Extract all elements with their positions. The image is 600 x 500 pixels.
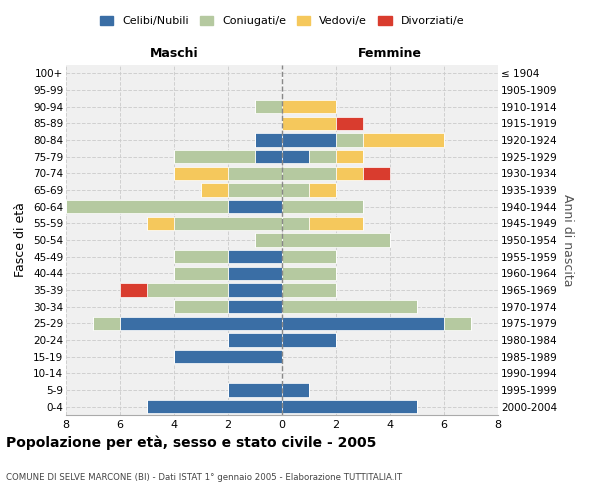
- Bar: [309, 150, 336, 164]
- Text: COMUNE DI SELVE MARCONE (BI) - Dati ISTAT 1° gennaio 2005 - Elaborazione TUTTITA: COMUNE DI SELVE MARCONE (BI) - Dati ISTA…: [6, 472, 402, 482]
- Bar: [336, 166, 363, 180]
- Bar: [336, 150, 363, 164]
- Bar: [201, 184, 228, 196]
- Bar: [255, 134, 282, 146]
- Bar: [228, 200, 282, 213]
- Y-axis label: Anni di nascita: Anni di nascita: [561, 194, 574, 286]
- Bar: [147, 400, 282, 413]
- Bar: [282, 384, 309, 396]
- Bar: [147, 216, 174, 230]
- Bar: [174, 216, 282, 230]
- Bar: [282, 250, 336, 264]
- Bar: [282, 284, 336, 296]
- Bar: [282, 166, 336, 180]
- Bar: [282, 150, 309, 164]
- Bar: [228, 166, 282, 180]
- Bar: [174, 250, 228, 264]
- Bar: [120, 284, 147, 296]
- Bar: [93, 316, 120, 330]
- Bar: [228, 300, 282, 314]
- Bar: [147, 284, 228, 296]
- Bar: [336, 116, 363, 130]
- Bar: [282, 184, 309, 196]
- Text: Maschi: Maschi: [149, 47, 199, 60]
- Bar: [228, 384, 282, 396]
- Y-axis label: Fasce di età: Fasce di età: [14, 202, 28, 278]
- Bar: [282, 116, 336, 130]
- Bar: [228, 250, 282, 264]
- Bar: [363, 134, 444, 146]
- Text: Popolazione per età, sesso e stato civile - 2005: Popolazione per età, sesso e stato civil…: [6, 435, 376, 450]
- Bar: [255, 150, 282, 164]
- Bar: [228, 334, 282, 346]
- Bar: [174, 300, 228, 314]
- Legend: Celibi/Nubili, Coniugati/e, Vedovi/e, Divorziati/e: Celibi/Nubili, Coniugati/e, Vedovi/e, Di…: [95, 11, 469, 30]
- Bar: [282, 100, 336, 114]
- Bar: [174, 350, 282, 364]
- Bar: [174, 266, 228, 280]
- Bar: [282, 200, 363, 213]
- Bar: [174, 166, 228, 180]
- Bar: [282, 216, 309, 230]
- Bar: [444, 316, 471, 330]
- Bar: [282, 134, 336, 146]
- Bar: [282, 334, 336, 346]
- Bar: [282, 266, 336, 280]
- Bar: [255, 100, 282, 114]
- Bar: [228, 266, 282, 280]
- Bar: [228, 284, 282, 296]
- Bar: [120, 316, 282, 330]
- Bar: [309, 216, 363, 230]
- Bar: [174, 150, 255, 164]
- Bar: [282, 316, 444, 330]
- Bar: [66, 200, 228, 213]
- Bar: [282, 234, 390, 246]
- Text: Femmine: Femmine: [358, 47, 422, 60]
- Bar: [363, 166, 390, 180]
- Bar: [336, 134, 363, 146]
- Bar: [309, 184, 336, 196]
- Bar: [282, 300, 417, 314]
- Bar: [228, 184, 282, 196]
- Bar: [282, 400, 417, 413]
- Bar: [255, 234, 282, 246]
